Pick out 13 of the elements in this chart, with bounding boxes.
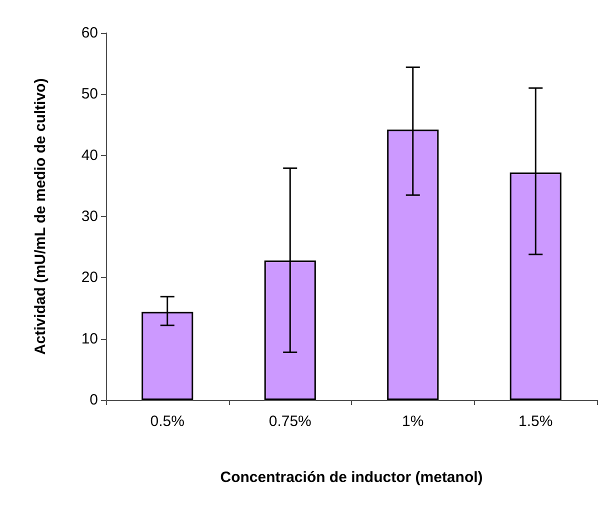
x-tick-label: 1.5% <box>518 413 553 430</box>
y-tick-label: 60 <box>81 24 98 42</box>
x-tick-label: 0.75% <box>268 413 312 430</box>
x-tick-label: 0.5% <box>150 413 184 430</box>
y-tick-label: 50 <box>81 86 98 103</box>
y-tick-label: 20 <box>81 269 98 286</box>
y-tick-label: 0 <box>90 392 98 408</box>
y-axis-title: Actividad (mU/mL de medio de cultivo) <box>32 78 49 355</box>
x-axis-title: Concentración de inductor (metanol) <box>220 469 483 486</box>
y-tick-label: 30 <box>81 208 98 225</box>
y-tick-label: 10 <box>81 330 98 348</box>
y-tick-label: 40 <box>81 146 98 164</box>
x-tick-label: 1% <box>402 413 424 430</box>
